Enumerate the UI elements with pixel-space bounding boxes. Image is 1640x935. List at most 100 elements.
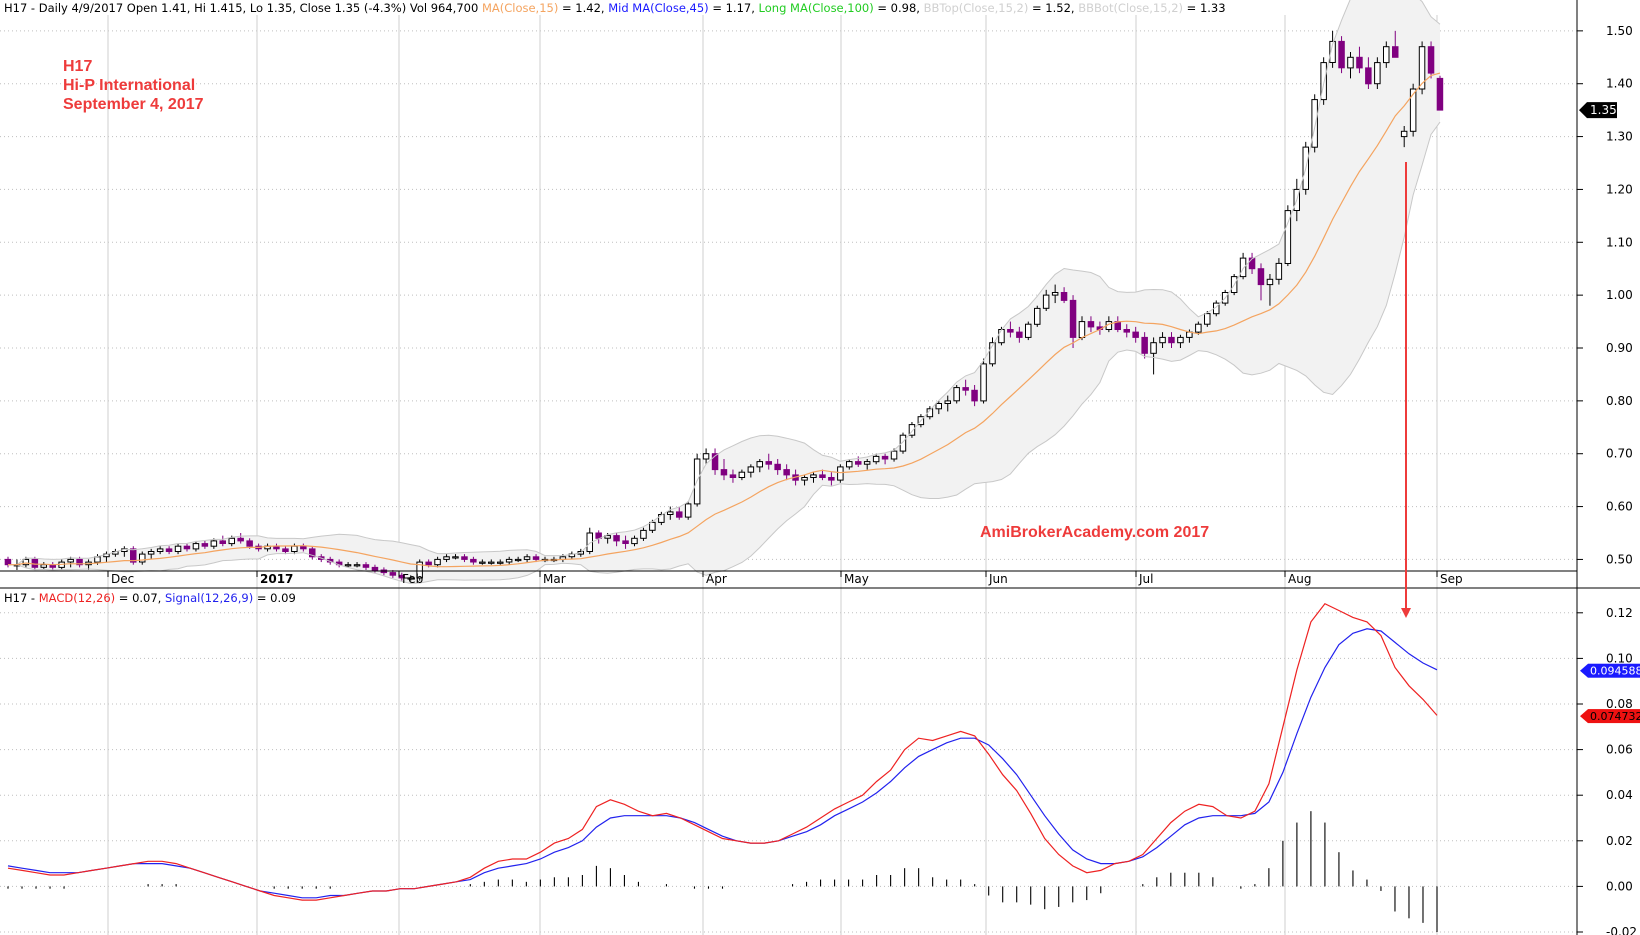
candle[interactable]	[497, 559, 504, 565]
candle[interactable]	[1365, 57, 1372, 89]
candle[interactable]	[407, 575, 414, 581]
candle[interactable]	[1436, 75, 1444, 111]
candle[interactable]	[810, 472, 817, 483]
candle[interactable]	[1239, 252, 1247, 280]
candle[interactable]	[774, 459, 781, 475]
candle[interactable]	[863, 459, 871, 470]
candle[interactable]	[201, 540, 209, 549]
candle[interactable]	[1025, 321, 1032, 341]
candle[interactable]	[1320, 57, 1327, 105]
candle[interactable]	[640, 527, 647, 541]
candle[interactable]	[192, 540, 200, 552]
candle[interactable]	[1051, 284, 1059, 304]
candle[interactable]	[676, 506, 683, 520]
candle[interactable]	[711, 448, 719, 475]
candle[interactable]	[505, 556, 513, 565]
candle[interactable]	[523, 554, 531, 563]
candle[interactable]	[1266, 274, 1274, 306]
candle[interactable]	[1383, 41, 1390, 68]
candle[interactable]	[4, 556, 12, 568]
candle[interactable]	[1042, 289, 1050, 311]
candle[interactable]	[1427, 41, 1435, 79]
candle[interactable]	[1374, 57, 1381, 89]
candle[interactable]	[935, 400, 942, 415]
candle[interactable]	[1159, 332, 1166, 348]
candle[interactable]	[1400, 126, 1408, 148]
candle[interactable]	[1338, 36, 1345, 74]
candle[interactable]	[1034, 305, 1041, 327]
candle[interactable]	[353, 562, 361, 568]
candle[interactable]	[908, 422, 916, 438]
candle[interactable]	[1132, 326, 1139, 343]
candle[interactable]	[532, 554, 540, 563]
candle[interactable]	[783, 464, 790, 481]
candle[interactable]	[309, 546, 316, 560]
candle[interactable]	[470, 556, 477, 565]
candle[interactable]	[1087, 316, 1095, 333]
candle[interactable]	[165, 546, 173, 555]
candle[interactable]	[899, 432, 907, 454]
candle[interactable]	[344, 562, 352, 568]
candle[interactable]	[962, 379, 969, 396]
candle[interactable]	[434, 556, 441, 568]
candle[interactable]	[702, 448, 710, 465]
candle[interactable]	[971, 385, 978, 407]
candle[interactable]	[1141, 332, 1148, 359]
candle[interactable]	[174, 543, 182, 555]
macd-layer[interactable]	[7, 602, 1438, 932]
candle[interactable]	[828, 472, 835, 486]
candle[interactable]	[488, 559, 495, 565]
candle[interactable]	[801, 474, 808, 486]
candle[interactable]	[747, 464, 755, 478]
candle[interactable]	[147, 548, 155, 560]
candle[interactable]	[819, 469, 826, 481]
candle[interactable]	[514, 556, 522, 563]
candle[interactable]	[1007, 321, 1014, 338]
candle[interactable]	[837, 464, 844, 483]
candle[interactable]	[756, 459, 763, 473]
candle[interactable]	[765, 453, 772, 470]
candle[interactable]	[846, 459, 853, 470]
candle[interactable]	[729, 469, 737, 483]
candle[interactable]	[1195, 321, 1202, 335]
candle[interactable]	[156, 546, 164, 555]
candle[interactable]	[613, 533, 620, 547]
candle[interactable]	[479, 559, 486, 565]
candle[interactable]	[872, 453, 880, 465]
candle[interactable]	[443, 554, 450, 563]
candle[interactable]	[989, 337, 996, 367]
candle[interactable]	[1257, 263, 1265, 301]
candle[interactable]	[586, 527, 593, 555]
candle[interactable]	[1418, 41, 1426, 95]
candle[interactable]	[1356, 46, 1363, 74]
candle[interactable]	[1204, 311, 1211, 327]
candle[interactable]	[362, 562, 370, 570]
candle[interactable]	[1311, 94, 1318, 153]
candle[interactable]	[210, 538, 218, 549]
candle[interactable]	[631, 535, 638, 547]
candle[interactable]	[667, 506, 674, 520]
candle[interactable]	[1016, 326, 1023, 343]
candle[interactable]	[1123, 324, 1130, 338]
candle[interactable]	[1409, 83, 1417, 137]
candle[interactable]	[658, 511, 665, 526]
candle[interactable]	[1329, 30, 1336, 68]
candle[interactable]	[1347, 52, 1354, 79]
candle[interactable]	[720, 459, 728, 481]
candle[interactable]	[139, 551, 146, 565]
candle[interactable]	[944, 395, 951, 412]
candle[interactable]	[219, 535, 226, 547]
candle[interactable]	[67, 556, 74, 568]
candle[interactable]	[1177, 334, 1184, 348]
candle[interactable]	[461, 554, 468, 563]
candle[interactable]	[1248, 252, 1256, 274]
candle[interactable]	[1284, 205, 1292, 267]
candle[interactable]	[1275, 258, 1283, 285]
candle[interactable]	[282, 546, 289, 555]
candle[interactable]	[1150, 337, 1157, 375]
candle[interactable]	[622, 535, 629, 549]
candle[interactable]	[183, 543, 191, 552]
candle[interactable]	[881, 453, 889, 465]
candle[interactable]	[416, 559, 423, 581]
candle[interactable]	[1069, 295, 1077, 348]
